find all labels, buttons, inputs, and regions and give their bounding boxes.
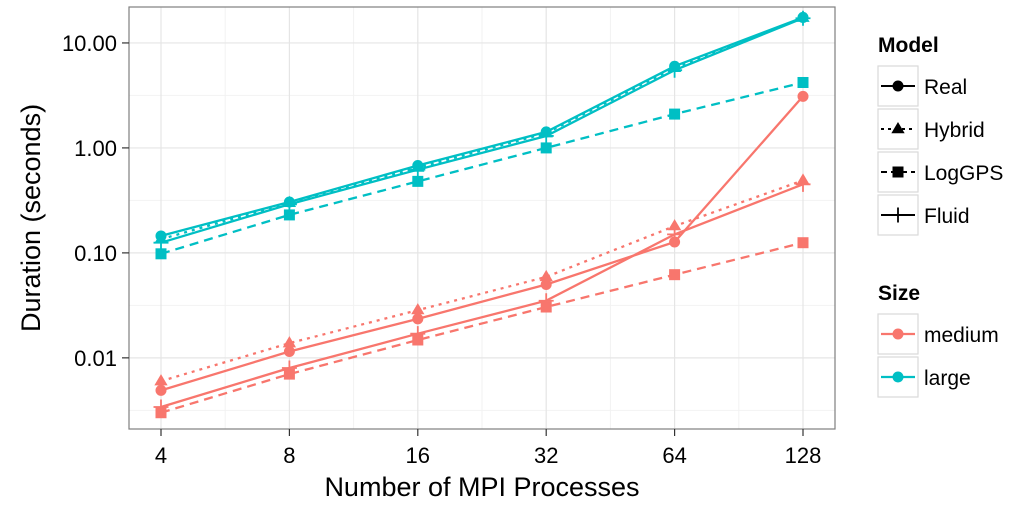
legend-label-hybrid: Hybrid <box>924 119 985 142</box>
data-point-fluid-medium <box>281 360 297 376</box>
data-point-fluid-large <box>795 10 811 26</box>
data-point-real-medium <box>669 236 681 248</box>
data-point-fluid-large <box>281 196 297 212</box>
y-tick-label: 0.10 <box>74 241 117 266</box>
series-line-real-large <box>160 16 804 238</box>
data-point-hybrid-medium <box>539 269 553 282</box>
legend-model-title: Model <box>878 34 939 57</box>
y-tick-label: 0.01 <box>74 346 117 371</box>
x-axis-title: Number of MPI Processes <box>324 472 639 502</box>
legend-label-medium: medium <box>924 324 999 347</box>
legend-marker-hybrid-icon <box>891 122 905 134</box>
legend-marker-fluid-icon <box>890 207 906 223</box>
data-point-loggps-large <box>155 248 167 260</box>
legend-size-title: Size <box>878 282 920 305</box>
x-axis: 4 8 16 32 64 128 <box>155 429 821 468</box>
data-point-real-medium <box>412 313 424 325</box>
data-point-fluid-medium <box>538 293 554 309</box>
data-point-real-medium <box>540 278 552 290</box>
data-point-hybrid-medium <box>282 336 297 348</box>
data-point-fluid-medium <box>153 399 169 415</box>
data-point-loggps-large <box>669 108 681 120</box>
data-point-hybrid-medium <box>154 374 168 386</box>
data-point-fluid-medium <box>667 226 683 242</box>
legend-marker-loggps-icon <box>892 166 904 178</box>
x-tick-label: 16 <box>406 443 430 468</box>
x-tick-label: 64 <box>662 443 686 468</box>
series-line-loggps-large <box>160 81 804 255</box>
data-point-loggps-large <box>283 209 295 221</box>
legend-label-large: large <box>924 367 971 390</box>
data-point-real-medium <box>283 345 295 357</box>
data-point-loggps-medium <box>797 237 809 249</box>
legend-label-real: Real <box>924 76 967 99</box>
legend-model: Real Hybrid LogGPS Fluid <box>877 65 1003 236</box>
data-point-fluid-medium <box>410 326 426 342</box>
y-tick-label: 1.00 <box>74 136 117 161</box>
y-axis-title: Duration (seconds) <box>16 104 46 332</box>
y-tick-label: 10.00 <box>62 31 117 56</box>
legend-marker-medium-icon <box>892 328 904 340</box>
legend-size: medium large <box>877 313 999 398</box>
series-lines <box>160 16 804 414</box>
series-line-loggps-medium <box>160 241 804 414</box>
data-point-real-medium <box>155 384 167 396</box>
y-axis: 0.01 0.10 1.00 10.00 <box>62 31 129 371</box>
x-tick-label: 32 <box>534 443 558 468</box>
x-tick-label: 128 <box>785 443 822 468</box>
series-line-fluid-large <box>160 17 804 244</box>
legend-label-loggps: LogGPS <box>924 162 1003 185</box>
data-point-hybrid-medium <box>667 219 682 231</box>
data-point-hybrid-medium <box>411 303 425 315</box>
legend-label-fluid: Fluid <box>924 205 970 228</box>
legend-marker-real-icon <box>892 80 904 92</box>
data-point-fluid-large <box>538 128 554 144</box>
x-tick-label: 4 <box>155 443 167 468</box>
legend-marker-large-icon <box>892 371 904 383</box>
data-point-fluid-medium <box>795 176 811 192</box>
data-point-fluid-large <box>667 62 683 78</box>
plot-border <box>128 6 836 430</box>
data-point-loggps-medium <box>669 269 681 281</box>
data-point-loggps-large <box>797 76 809 88</box>
data-point-fluid-large <box>153 235 169 251</box>
data-point-loggps-large <box>412 175 424 187</box>
data-point-fluid-large <box>410 162 426 178</box>
series-line-fluid-medium <box>160 183 804 409</box>
data-point-real-medium <box>797 90 809 102</box>
data-point-loggps-large <box>540 142 552 154</box>
series-points <box>153 10 811 419</box>
x-tick-label: 8 <box>283 443 295 468</box>
